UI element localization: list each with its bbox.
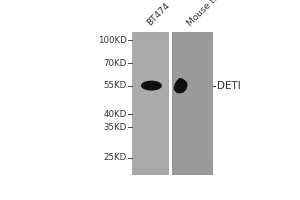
Bar [169, 32, 172, 175]
Bar [132, 32, 169, 175]
Bar [173, 39, 212, 167]
Text: Mouse thymus: Mouse thymus [186, 0, 239, 28]
Text: BT474: BT474 [145, 1, 172, 28]
Text: 25KD: 25KD [104, 153, 127, 162]
Polygon shape [173, 78, 188, 94]
Bar [172, 32, 213, 175]
Text: 40KD: 40KD [104, 110, 127, 119]
Text: 55KD: 55KD [104, 81, 127, 90]
Text: 100KD: 100KD [98, 36, 127, 45]
Text: DETI: DETI [217, 81, 240, 91]
Text: 35KD: 35KD [104, 123, 127, 132]
Bar [133, 39, 168, 167]
Ellipse shape [141, 81, 162, 91]
Text: 70KD: 70KD [104, 59, 127, 68]
